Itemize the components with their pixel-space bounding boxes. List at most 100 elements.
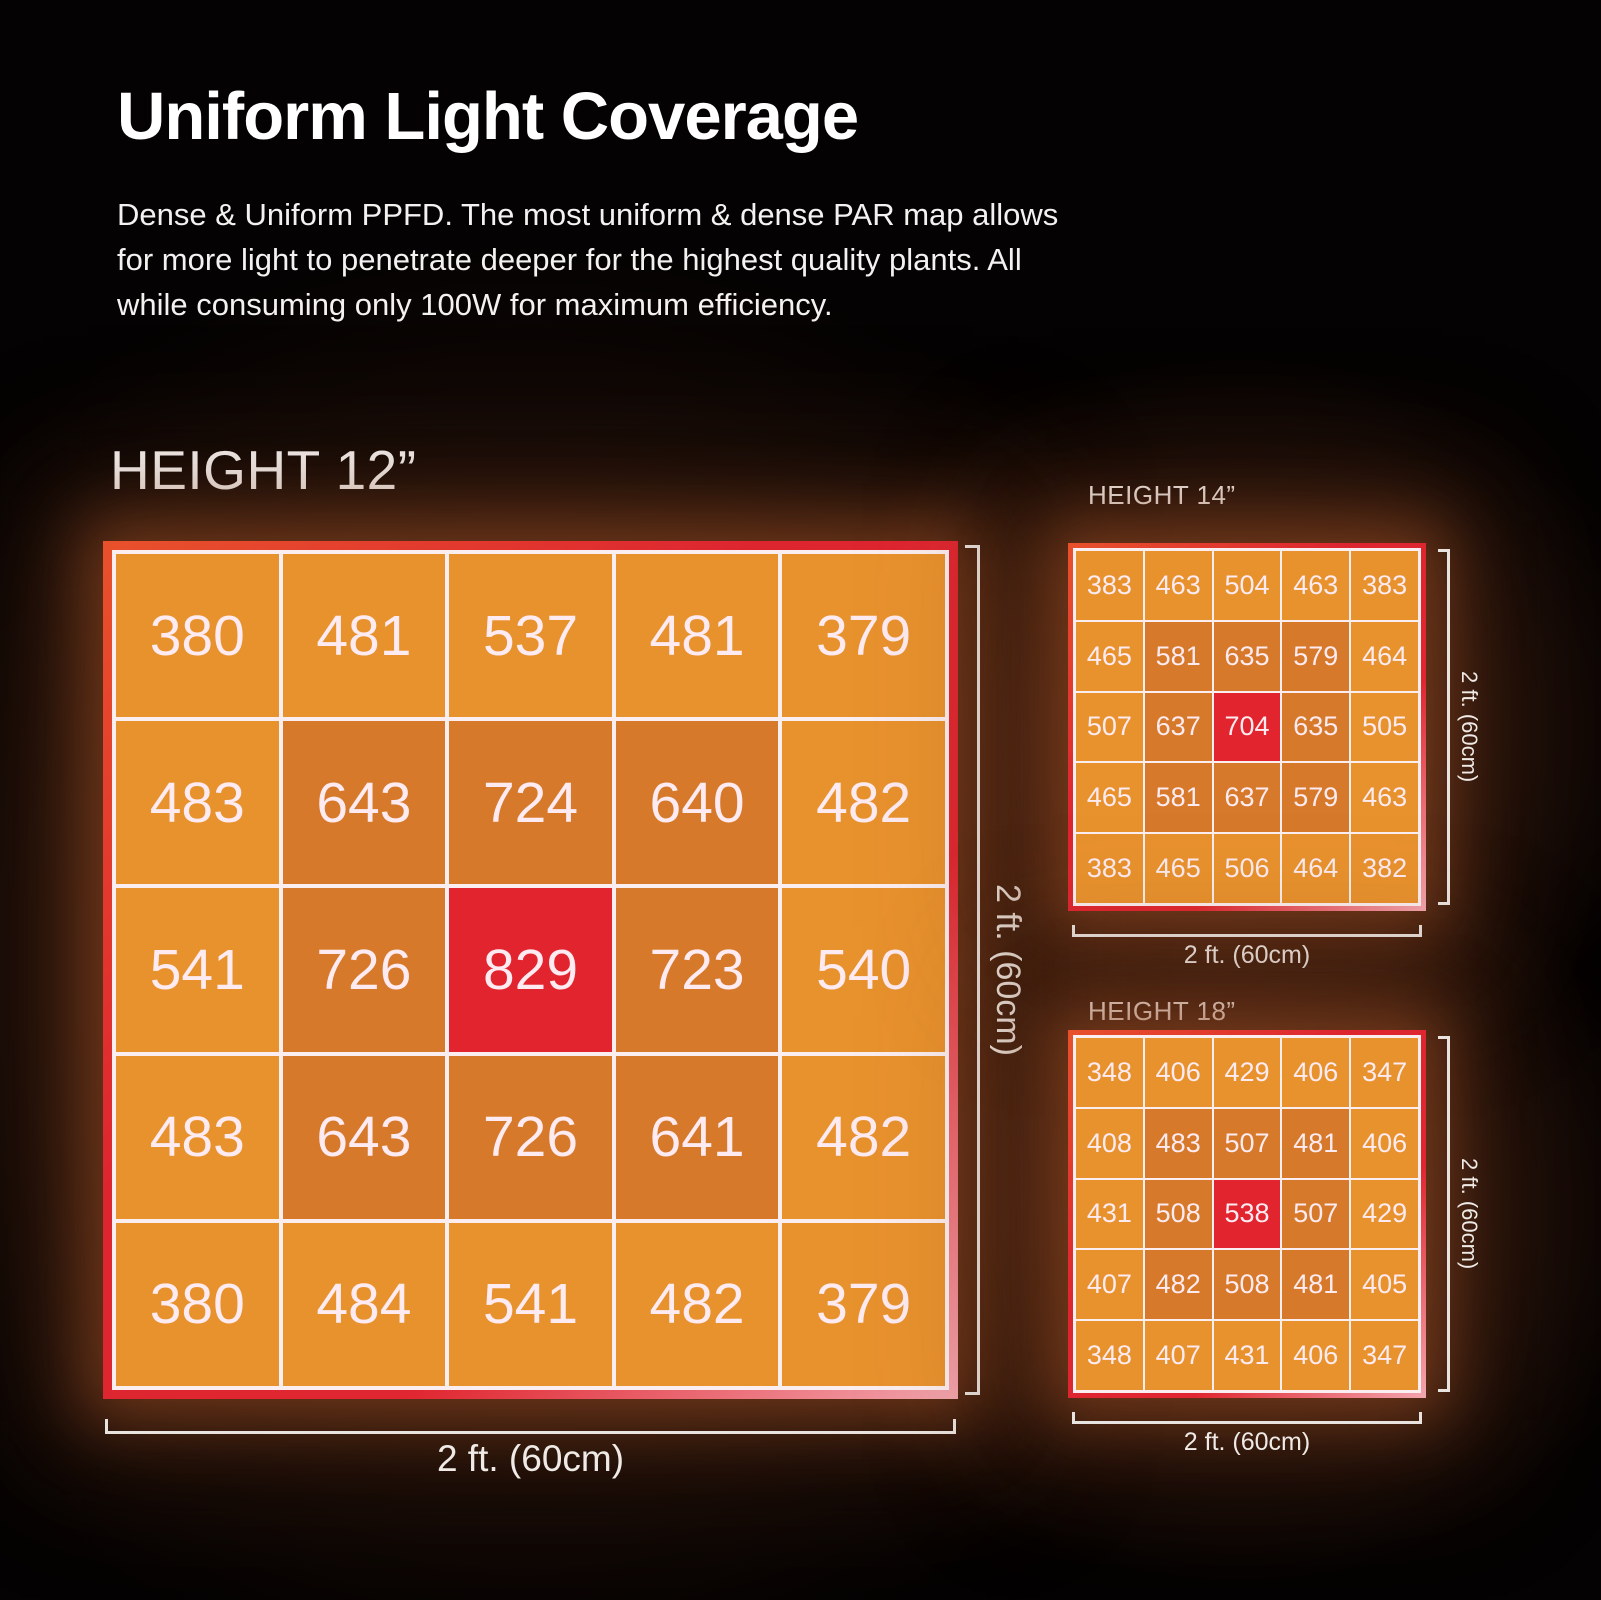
page-description: Dense & Uniform PPFD. The most uniform &… [117, 192, 1058, 327]
height-dimension-bracket-12 [965, 545, 980, 1395]
width-dimension-label-12: 2 ft. (60cm) [436, 1438, 625, 1479]
ppfd-cell: 508 [1144, 1179, 1212, 1249]
heatmap-grid-12: 380 481 537 481 379 483 643 724 640 482 541 726 829 7… [116, 554, 945, 1386]
ppfd-cell: 484 [282, 1222, 446, 1386]
ppfd-cell: 540 [782, 888, 945, 1052]
width-dimension-label-14: 2 ft. (60cm) [1183, 941, 1311, 969]
heatmap-inner-border-12: 380 481 537 481 379 483 643 724 640 482 541 726 829 7… [112, 550, 949, 1390]
ppfd-cell: 406 [1282, 1321, 1350, 1390]
height-dimension-label-18: 2 ft. (60cm) [1457, 1158, 1482, 1270]
ppfd-cell: 465 [1144, 834, 1212, 903]
ppfd-cell: 379 [782, 1222, 945, 1386]
ppfd-cell: 463 [1144, 551, 1212, 620]
chart-title-height-14: HEIGHT 14” [1088, 480, 1236, 510]
ppfd-cell: 726 [449, 1055, 612, 1219]
ppfd-cell: 482 [782, 1055, 945, 1219]
ppfd-cell: 829 [449, 888, 612, 1052]
ppfd-cell: 704 [1213, 692, 1281, 762]
ppfd-cell: 465 [1076, 621, 1143, 691]
ppfd-cell: 507 [1213, 1108, 1281, 1178]
ppfd-cell: 507 [1076, 692, 1143, 762]
ppfd-cell: 541 [449, 1222, 612, 1386]
ppfd-cell: 383 [1076, 834, 1143, 903]
ppfd-cell: 383 [1351, 551, 1418, 620]
ppfd-cell: 431 [1076, 1179, 1143, 1249]
heatmap-grid-18: 348 406 429 406 347 408 483 507 481 406 431 508 538 5… [1076, 1038, 1418, 1390]
ppfd-cell: 483 [116, 721, 279, 885]
ppfd-cell: 431 [1213, 1321, 1281, 1390]
ppfd-cell: 637 [1213, 763, 1281, 833]
ppfd-cell: 382 [1351, 834, 1418, 903]
ppfd-cell: 383 [1076, 551, 1143, 620]
ppfd-cell: 407 [1144, 1321, 1212, 1390]
ppfd-cell: 581 [1144, 763, 1212, 833]
ppfd-cell: 579 [1282, 621, 1350, 691]
width-dimension-bracket-12 [105, 1419, 956, 1434]
ppfd-cell: 637 [1144, 692, 1212, 762]
ppfd-cell: 643 [282, 721, 446, 885]
ppfd-cell: 405 [1351, 1250, 1418, 1320]
ppfd-cell: 483 [1144, 1108, 1212, 1178]
ppfd-cell: 481 [1282, 1108, 1350, 1178]
ppfd-cell: 379 [782, 554, 945, 718]
ppfd-cell: 635 [1282, 692, 1350, 762]
heatmap-frame-12: 380 481 537 481 379 483 643 724 640 482 541 726 829 7… [103, 541, 958, 1399]
height-dimension-bracket-18 [1438, 1036, 1450, 1392]
ppfd-cell: 581 [1144, 621, 1212, 691]
ppfd-cell: 407 [1076, 1250, 1143, 1320]
ppfd-cell: 506 [1213, 834, 1281, 903]
ppfd-cell: 348 [1076, 1038, 1143, 1107]
ppfd-cell: 463 [1282, 551, 1350, 620]
ppfd-cell: 643 [282, 1055, 446, 1219]
ppfd-cell: 504 [1213, 551, 1281, 620]
ppfd-cell: 464 [1351, 621, 1418, 691]
ppfd-cell: 380 [116, 554, 279, 718]
ppfd-cell: 406 [1282, 1038, 1350, 1107]
ppfd-cell: 348 [1076, 1321, 1143, 1390]
ppfd-cell: 508 [1213, 1250, 1281, 1320]
heatmap-grid-14: 383 463 504 463 383 465 581 635 579 464 507 637 704 6… [1076, 551, 1418, 903]
ppfd-cell: 505 [1351, 692, 1418, 762]
description-line-3: while consuming only 100W for maximum ef… [117, 287, 833, 322]
ppfd-cell: 464 [1282, 834, 1350, 903]
ppfd-cell: 406 [1351, 1108, 1418, 1178]
ppfd-cell: 635 [1213, 621, 1281, 691]
ppfd-cell: 723 [615, 888, 779, 1052]
ppfd-cell: 726 [282, 888, 446, 1052]
width-dimension-bracket-18 [1072, 1412, 1422, 1424]
ppfd-cell: 481 [282, 554, 446, 718]
description-line-2: for more light to penetrate deeper for t… [117, 242, 1022, 277]
ppfd-cell: 481 [1282, 1250, 1350, 1320]
ppfd-cell: 463 [1351, 763, 1418, 833]
ppfd-cell: 579 [1282, 763, 1350, 833]
ppfd-cell: 537 [449, 554, 612, 718]
heatmap-frame-18: 348 406 429 406 347 408 483 507 481 406 431 508 538 5… [1068, 1030, 1426, 1398]
ppfd-cell: 640 [615, 721, 779, 885]
ppfd-cell: 482 [1144, 1250, 1212, 1320]
ppfd-cell: 429 [1351, 1179, 1418, 1249]
chart-title-height-12: HEIGHT 12” [110, 439, 417, 501]
page-title: Uniform Light Coverage [117, 79, 859, 154]
ppfd-cell: 482 [615, 1222, 779, 1386]
heatmap-inner-border-14: 383 463 504 463 383 465 581 635 579 464 507 637 704 6… [1073, 548, 1421, 906]
heatmap-inner-border-18: 348 406 429 406 347 408 483 507 481 406 431 508 538 5… [1073, 1035, 1421, 1393]
height-dimension-label-14: 2 ft. (60cm) [1457, 671, 1482, 783]
width-dimension-bracket-14 [1072, 925, 1422, 937]
ppfd-cell: 429 [1213, 1038, 1281, 1107]
ppfd-cell: 482 [782, 721, 945, 885]
heatmap-frame-14: 383 463 504 463 383 465 581 635 579 464 507 637 704 6… [1068, 543, 1426, 911]
height-dimension-label-12: 2 ft. (60cm) [989, 884, 1027, 1056]
chart-title-height-18: HEIGHT 18” [1088, 996, 1236, 1026]
ppfd-cell: 380 [116, 1222, 279, 1386]
ppfd-cell: 724 [449, 721, 612, 885]
ppfd-cell: 483 [116, 1055, 279, 1219]
description-line-1: Dense & Uniform PPFD. The most uniform &… [117, 197, 1059, 232]
ppfd-cell: 465 [1076, 763, 1143, 833]
ppfd-cell: 507 [1282, 1179, 1350, 1249]
ppfd-cell: 541 [116, 888, 279, 1052]
ppfd-cell: 641 [615, 1055, 779, 1219]
ppfd-cell: 406 [1144, 1038, 1212, 1107]
ppfd-cell: 347 [1351, 1038, 1418, 1107]
width-dimension-label-18: 2 ft. (60cm) [1183, 1428, 1311, 1456]
